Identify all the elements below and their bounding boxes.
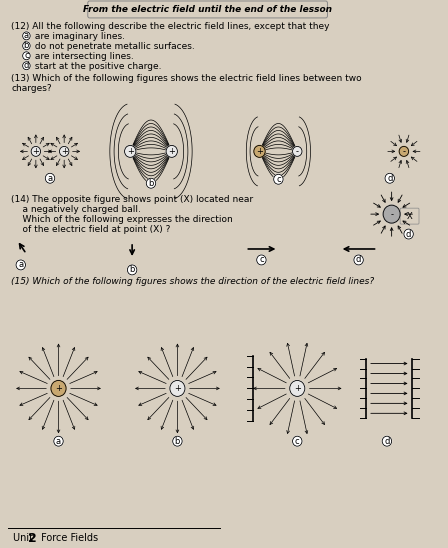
Circle shape [16, 260, 26, 270]
Text: +: + [256, 147, 263, 156]
Circle shape [385, 173, 395, 183]
Text: d: d [384, 437, 390, 446]
Circle shape [23, 42, 30, 50]
Text: do not penetrate metallic surfaces.: do not penetrate metallic surfaces. [32, 42, 195, 51]
Text: (13) Which of the following figures shows the electric field lines between two: (13) Which of the following figures show… [11, 73, 362, 83]
FancyBboxPatch shape [88, 1, 327, 18]
Text: +: + [294, 384, 301, 393]
Text: a: a [18, 260, 23, 270]
Text: (14) The opposite figure shows point (X) located near: (14) The opposite figure shows point (X)… [11, 195, 254, 204]
Circle shape [290, 380, 305, 396]
Text: +: + [174, 384, 181, 393]
Circle shape [54, 436, 63, 446]
Circle shape [382, 436, 392, 446]
Circle shape [257, 255, 266, 265]
Text: b: b [148, 179, 154, 188]
Circle shape [293, 146, 302, 156]
Circle shape [127, 265, 137, 275]
Circle shape [23, 32, 30, 40]
Text: 2: 2 [28, 532, 37, 545]
Text: -: - [296, 147, 299, 156]
Text: start at the positive charge.: start at the positive charge. [32, 62, 162, 71]
Circle shape [51, 380, 66, 396]
Text: X: X [407, 212, 413, 221]
Circle shape [254, 145, 265, 157]
Text: c: c [259, 255, 264, 265]
Circle shape [60, 146, 69, 156]
Text: a: a [56, 437, 61, 446]
Circle shape [31, 146, 41, 156]
Circle shape [274, 174, 283, 184]
Text: d: d [406, 230, 411, 238]
Text: Which of the following expresses the direction: Which of the following expresses the dir… [11, 215, 233, 224]
Text: (15) Which of the following figures shows the direction of the electric field li: (15) Which of the following figures show… [11, 277, 375, 286]
Circle shape [383, 205, 400, 223]
Text: c: c [295, 437, 300, 446]
Text: are intersecting lines.: are intersecting lines. [32, 52, 134, 61]
Text: charges?: charges? [11, 84, 52, 93]
Circle shape [293, 436, 302, 446]
Circle shape [399, 146, 409, 156]
Circle shape [354, 255, 363, 265]
Text: b: b [129, 265, 135, 275]
Text: +: + [127, 147, 134, 156]
Text: a negatively charged ball.: a negatively charged ball. [11, 205, 141, 214]
Text: b: b [175, 437, 180, 446]
Text: c: c [276, 175, 281, 184]
Circle shape [166, 145, 177, 157]
Text: Unit: Unit [13, 533, 36, 543]
Circle shape [23, 62, 30, 70]
Text: +: + [168, 147, 175, 156]
Text: From the electric field until the end of the lesson: From the electric field until the end of… [83, 5, 332, 14]
Text: c: c [24, 52, 29, 60]
FancyBboxPatch shape [400, 208, 419, 224]
Text: d: d [387, 174, 392, 183]
Text: +: + [55, 384, 62, 393]
Text: a: a [24, 31, 29, 41]
Text: Force Fields: Force Fields [38, 533, 98, 543]
Text: d: d [356, 255, 361, 265]
Text: (12) All the following describe the electric field lines, except that they: (12) All the following describe the elec… [11, 22, 330, 31]
Text: a: a [47, 174, 52, 183]
Circle shape [23, 52, 30, 60]
Text: are imaginary lines.: are imaginary lines. [32, 32, 125, 41]
Circle shape [146, 178, 156, 188]
Circle shape [404, 229, 414, 239]
Circle shape [172, 436, 182, 446]
Text: of the electric field at point (X) ?: of the electric field at point (X) ? [11, 225, 171, 234]
Circle shape [125, 145, 136, 157]
Text: -: - [390, 210, 393, 219]
Text: +: + [32, 147, 39, 156]
Text: -: - [402, 147, 405, 156]
Circle shape [170, 380, 185, 396]
Text: +: + [61, 147, 68, 156]
Circle shape [45, 173, 55, 183]
Text: b: b [24, 41, 29, 50]
Text: d: d [24, 61, 29, 70]
